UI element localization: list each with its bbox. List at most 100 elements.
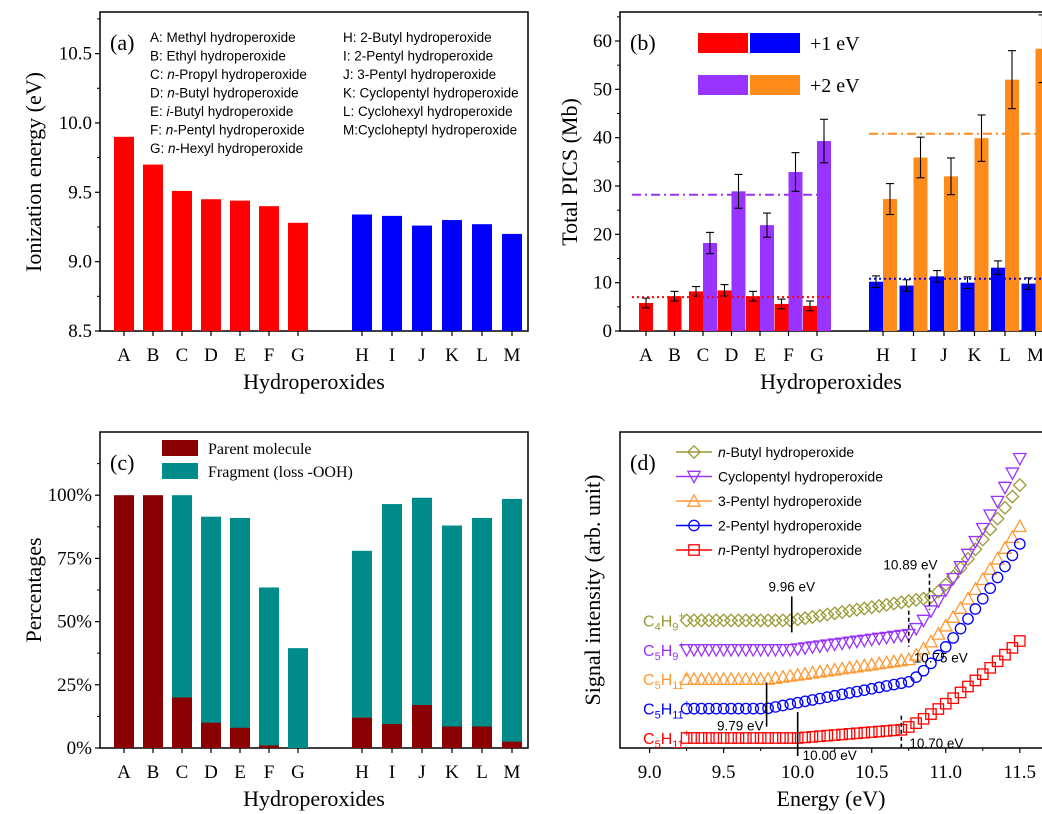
legend-key: J [343,67,350,82]
data-point [694,643,709,658]
legend-key: H [343,30,353,45]
ion-label-part: C [643,702,655,719]
legend-colon: : [160,86,168,101]
panel-b: A B C D E F G H I J K L M 0 10 20 30 40 50 60 Hydroperoxides… [557,11,1042,394]
data-point [991,655,1004,668]
legend-key: D [150,86,160,101]
data-point [747,732,760,744]
data-point [791,696,804,709]
data-point [962,680,974,693]
ion-label-part: H [661,731,673,748]
data-point [731,643,746,658]
data-point [939,641,952,653]
data-point [784,698,797,710]
data-point [916,614,931,629]
data-point [894,595,909,610]
data-point [983,522,998,537]
x-tick-label: D [204,345,218,366]
x-tick-label: I [389,345,395,366]
data-point [686,643,702,658]
legend-name: Cycloheptyl hydroperoxide [358,123,517,138]
data-point [821,691,834,704]
x-tick-label: F [264,762,275,783]
legend-marker [688,519,700,532]
data-point [923,605,939,619]
legend-italic-prefix: n [166,123,174,138]
ion-label-part: H [661,613,673,630]
data-point [723,643,739,658]
legend-label: Fragment (loss -OOH) [208,464,353,481]
data-point [895,677,908,690]
bar-E [230,200,250,331]
x-tick-label: I [389,762,395,783]
legend-colon: : [159,30,167,45]
bar-2ev-C [703,243,717,331]
legend-entry: C: n-Propyl hydroperoxide [150,67,307,82]
data-point [775,613,790,628]
bar-D [201,199,221,331]
data-point [806,694,819,706]
data-point [805,641,820,655]
data-point [1012,478,1027,493]
bar-parent-F [259,745,279,748]
y-tick-label: 10 [593,273,612,294]
ion-label-part: 5 [655,710,661,722]
bar-parent-K [442,726,462,748]
legend-name: 3-Pentyl hydroperoxide [718,493,862,509]
bar-1ev-H [869,281,883,331]
bar-fragment-C [172,495,192,748]
y-tick-label: 10.5 [59,44,92,65]
data-point [982,509,998,523]
x-tick-label: H [355,345,369,366]
data-point [708,643,724,658]
data-point [873,725,885,738]
x-tick-label: K [968,345,982,366]
bar-parent-I [382,723,402,748]
data-point [716,613,731,628]
data-point [820,607,835,622]
plot-frame [99,11,529,332]
ion-label-part: 5 [655,739,661,751]
bar-parent-L [472,726,492,748]
data-point [723,613,739,628]
data-point [886,630,902,645]
data-point [710,702,723,715]
bar-parent-D [201,722,221,748]
bar-2ev-D [731,191,746,331]
data-point [827,606,842,621]
bar-parent-A [114,495,134,748]
data-point [945,572,961,587]
data-point [917,664,930,677]
data-point [814,692,826,705]
data-point [1005,467,1020,481]
data-point [968,542,983,557]
x-tick-label: F [264,345,275,366]
series-tri_up [679,518,1028,686]
data-point [851,685,863,698]
data-point [688,702,700,715]
bar-parent-E [230,727,250,748]
data-point [976,668,989,681]
legend-key: F [150,123,158,138]
data-point [709,613,724,628]
data-point [732,732,745,744]
data-point [821,729,834,742]
panel-label: (c) [110,450,134,475]
data-point [960,551,976,567]
legend-name: Cyclohexyl hydroperoxide [354,104,512,119]
data-point [997,540,1013,554]
data-point [960,548,976,563]
data-point [753,643,768,658]
data-point [814,730,826,743]
bar-2ev-F [788,171,803,331]
data-point [947,632,960,644]
data-point [932,649,945,662]
bar-1ev-A [639,302,653,331]
data-point [901,628,917,643]
data-point [916,641,931,655]
legend-colon: : [350,67,354,82]
x-axis-label: Energy (eV) [777,786,886,811]
x-tick-label: 9.0 [638,762,662,783]
legend-label: 2-Pentyl hydroperoxide [718,518,862,534]
bar-1ev-K [960,282,975,331]
